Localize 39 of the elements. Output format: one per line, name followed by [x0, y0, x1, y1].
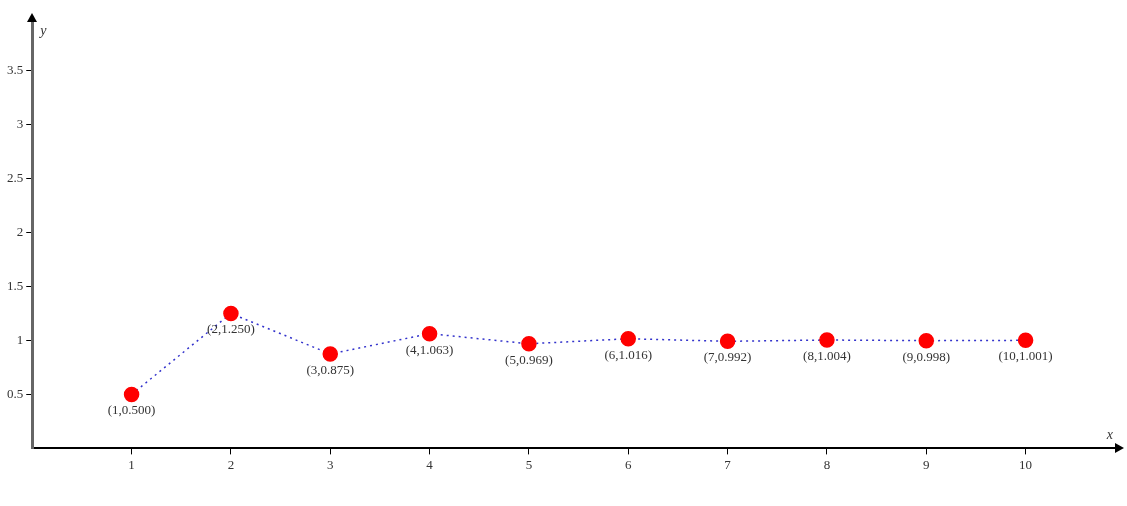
point: [819, 332, 835, 348]
x-tick-label: 8: [823, 456, 831, 472]
y-tick-label: 3: [16, 115, 24, 131]
data-label: (10,1.001): [998, 348, 1053, 364]
x-tick-label: 7: [724, 456, 732, 472]
y-tick-label: 1: [16, 331, 24, 347]
y-axis-title: y: [38, 22, 48, 38]
point: [521, 336, 537, 352]
data-label: (5,0.969): [505, 351, 553, 367]
data-label: (7,0.992): [703, 349, 752, 365]
x-tick-label: 9: [923, 456, 930, 472]
x-tick-label: 10: [1019, 456, 1033, 472]
y-tick-label: 2.5: [7, 169, 24, 185]
data-label: (3,0.875): [306, 361, 355, 377]
point: [1017, 332, 1034, 349]
data-label: (9,0.998): [902, 348, 951, 364]
y-tick-label: 1.5: [7, 277, 24, 293]
x-tick-label: 5: [525, 456, 533, 472]
x-tick-label: 3: [327, 456, 334, 472]
x-tick-label: 2: [227, 456, 235, 472]
data-label: (2,1.250): [207, 321, 255, 337]
point: [719, 333, 736, 350]
y-tick-label: 2: [16, 223, 24, 239]
point: [322, 346, 339, 362]
point: [223, 305, 239, 322]
x-axis-title: x: [1105, 427, 1114, 443]
data-label: (1,0.500): [107, 402, 156, 418]
point: [620, 330, 637, 347]
point: [918, 332, 935, 349]
y-tick-label: 0.5: [7, 385, 24, 401]
data-label: (8,1.004): [803, 347, 851, 363]
x-tick-label: 4: [426, 456, 434, 472]
x-tick-label: 6: [625, 456, 633, 472]
data-label: (4,1.063): [405, 341, 454, 357]
x-tick-label: 1: [128, 456, 135, 472]
data-label: (6,1.016): [604, 346, 653, 362]
point: [123, 386, 140, 403]
y-tick-label: 3.5: [7, 62, 24, 77]
point: [421, 325, 438, 342]
